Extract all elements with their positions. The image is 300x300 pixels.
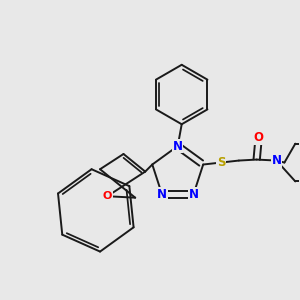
Text: N: N (157, 188, 167, 201)
Text: O: O (254, 131, 264, 144)
Text: N: N (272, 154, 281, 167)
Text: N: N (188, 188, 199, 201)
Text: N: N (173, 140, 183, 152)
Text: S: S (217, 156, 225, 169)
Text: O: O (103, 191, 112, 201)
